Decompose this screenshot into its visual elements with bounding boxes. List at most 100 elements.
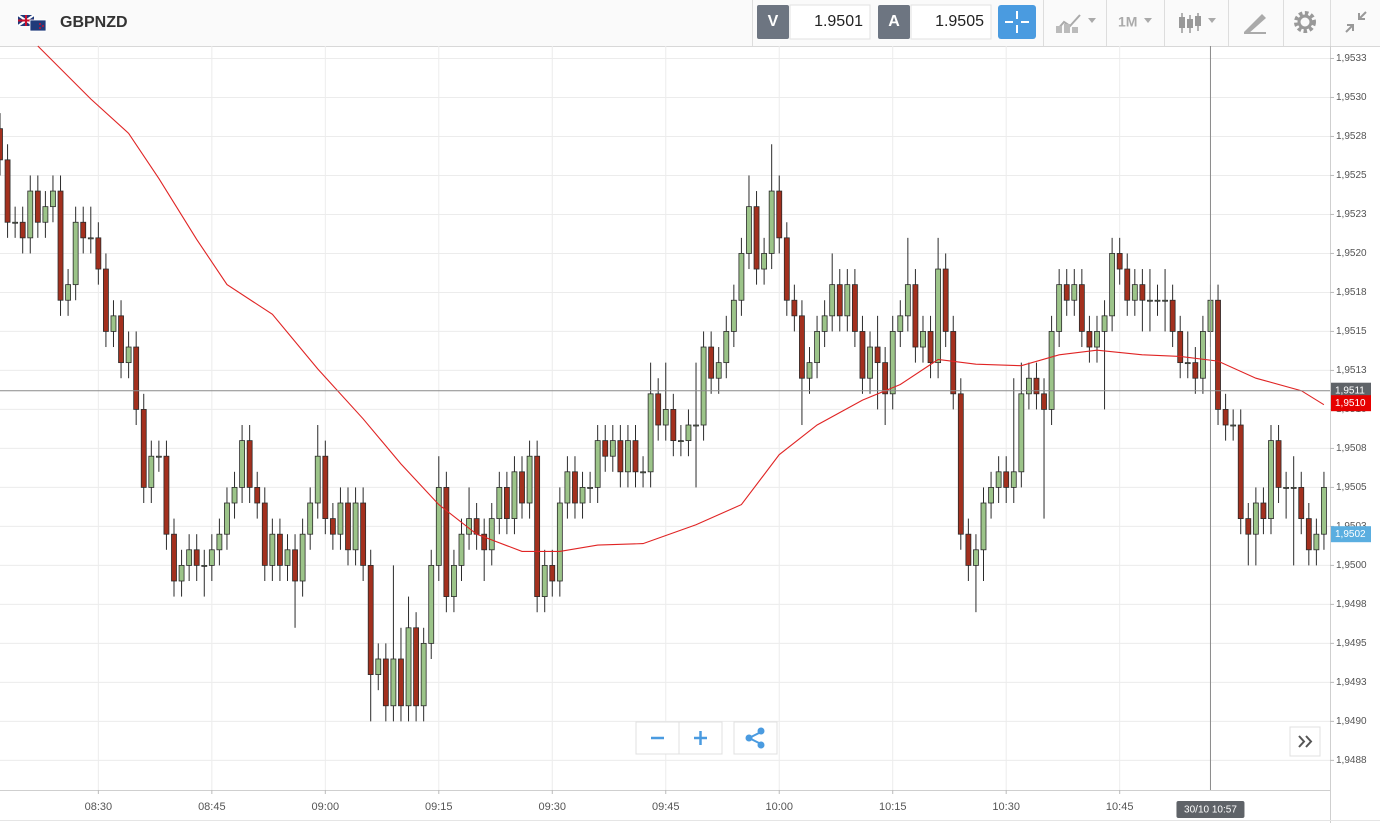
candle-body-up — [186, 549, 193, 566]
candle-body-down — [261, 502, 268, 566]
candle-body-down — [882, 362, 889, 395]
candle-body-down — [534, 455, 541, 597]
y-tick-label: 1,9525 — [1336, 170, 1367, 181]
candle-body-down — [791, 299, 798, 317]
bid-price: 1.9501 — [814, 13, 863, 30]
candle-body-down — [292, 549, 298, 582]
candle-body-up — [564, 471, 571, 504]
candle-body-up — [723, 331, 730, 364]
candle-body-up — [988, 487, 994, 504]
candle-body-down — [1192, 362, 1199, 379]
candle-body-up — [1313, 533, 1320, 551]
scroll-to-end-button[interactable] — [1289, 726, 1321, 757]
candle-body-up — [746, 206, 752, 254]
bid-box[interactable] — [789, 4, 871, 40]
candle-body-up — [87, 237, 94, 240]
candle-body-up — [201, 564, 208, 567]
candle-body-down — [859, 331, 866, 379]
candle-body-up — [390, 658, 397, 707]
share-button[interactable] — [733, 721, 778, 755]
crosshair-button[interactable] — [998, 5, 1036, 39]
candle-body-up — [1131, 284, 1138, 301]
y-tick-label: 1,9533 — [1336, 53, 1367, 64]
candle-body-up — [904, 284, 911, 317]
candle-body-up — [155, 455, 162, 458]
draw-tool-button[interactable] — [1244, 14, 1266, 34]
candle-body-up — [110, 315, 117, 332]
candle-body-up — [1184, 362, 1191, 365]
candle-body-down — [345, 502, 351, 551]
dropdown-arrow — [1144, 18, 1152, 23]
crosshair-price-label: 1,9511 — [1335, 385, 1365, 396]
collapse-button[interactable] — [1345, 11, 1367, 33]
candle-body-up — [269, 533, 276, 566]
candle-body-up — [920, 331, 926, 348]
candle-body-up — [889, 331, 896, 395]
y-tick-label: 1,9488 — [1336, 755, 1367, 766]
candle-body-up — [973, 549, 979, 566]
candle-body-up — [693, 424, 699, 427]
timeframe-button[interactable]: 1M — [1118, 14, 1137, 30]
candle-body-down — [1063, 284, 1070, 301]
candle-body-down — [95, 237, 102, 270]
candle-body-up — [496, 487, 503, 520]
candle-body-up — [1230, 424, 1237, 427]
candle-body-up — [579, 487, 586, 504]
y-tick-label: 1,9495 — [1336, 638, 1367, 649]
candle-body-down — [80, 221, 87, 239]
candle-body-up — [178, 564, 185, 582]
zoom-in-button[interactable] — [678, 721, 723, 755]
candle-body-down — [1003, 471, 1010, 488]
candle-body-down — [1116, 253, 1123, 270]
bid-label: V — [768, 13, 779, 30]
candle-body-up — [405, 627, 412, 707]
candle-body-up — [768, 190, 775, 254]
candle-body-down — [1033, 377, 1040, 395]
candle-body-down — [277, 533, 283, 566]
candle-body-up — [1200, 331, 1206, 379]
candle-body-up — [1252, 502, 1259, 535]
settings-button[interactable] — [1294, 11, 1316, 33]
candle-body-down — [473, 518, 480, 535]
candle-body-down — [0, 128, 3, 161]
candle-body-down — [655, 393, 662, 426]
candle-body-up — [314, 455, 321, 504]
zoom-out-button[interactable] — [635, 721, 680, 755]
grid: 1,9533 1,9530 1,9528 1,9525 1,9523 1,9520 1,95… — [0, 46, 1367, 813]
candle-body-up — [42, 206, 49, 223]
candle-body-up — [1071, 284, 1078, 301]
candle-body-down — [171, 533, 177, 582]
candle-body-up — [352, 502, 359, 551]
candle-body-down — [118, 315, 124, 364]
candle-body-down — [360, 502, 367, 566]
x-tick-label: 10:15 — [879, 801, 907, 813]
candle-body-up — [587, 487, 594, 489]
price-marker-label: 1,9510 — [1335, 398, 1366, 409]
candle-body-up — [829, 284, 836, 317]
candle-body-up — [1094, 331, 1100, 348]
y-tick-label: 1,9498 — [1336, 599, 1367, 610]
ask-box[interactable] — [910, 4, 992, 40]
candle-body-up — [821, 315, 828, 332]
x-tick-label: 08:30 — [85, 801, 113, 813]
candle-body-down — [1169, 299, 1176, 332]
candle-body-up — [715, 362, 722, 379]
indicators-button[interactable] — [1056, 14, 1096, 33]
candle-body-down — [1215, 299, 1221, 410]
candle-body-down — [19, 221, 26, 239]
candle-body-down — [965, 533, 972, 566]
x-tick-label: 09:30 — [539, 801, 567, 813]
chart-type-button[interactable] — [1179, 13, 1216, 33]
candle-body-up — [844, 284, 851, 317]
x-tick-label: 10:45 — [1106, 801, 1134, 813]
candle-body-down — [942, 268, 949, 332]
candle-body-up — [897, 315, 904, 332]
candle-body-down — [322, 455, 329, 520]
candle-body-down — [783, 237, 790, 301]
candle-body-up — [307, 502, 314, 535]
candle-body-down — [413, 627, 419, 707]
ask-badge[interactable] — [878, 5, 910, 39]
bid-badge[interactable] — [757, 5, 789, 39]
candle-body-up — [1154, 299, 1161, 302]
